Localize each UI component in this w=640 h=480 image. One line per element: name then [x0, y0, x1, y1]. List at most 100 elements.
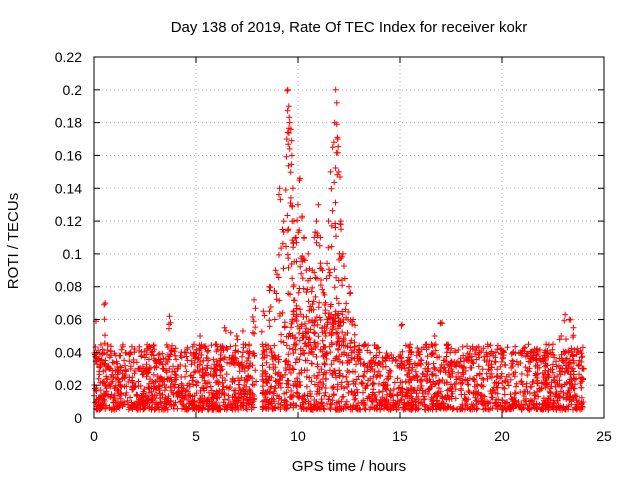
data-point [166, 313, 173, 320]
data-point [316, 369, 323, 376]
data-point [271, 342, 278, 349]
data-point [167, 319, 174, 326]
data-point [334, 149, 341, 156]
data-point [329, 397, 336, 404]
data-point [150, 371, 157, 378]
data-point [494, 366, 501, 373]
data-point [102, 405, 109, 412]
data-point [314, 275, 320, 282]
data-point [385, 406, 392, 413]
data-point [371, 391, 378, 398]
data-point [567, 316, 574, 323]
data-point [333, 406, 340, 413]
data-point [319, 384, 325, 391]
data-point [570, 324, 577, 331]
data-point [272, 377, 279, 384]
data-point [413, 372, 420, 379]
data-point [334, 338, 341, 345]
data-point [302, 320, 308, 327]
data-point [508, 364, 515, 371]
data-point [213, 394, 220, 401]
data-point [284, 401, 291, 408]
data-point [482, 405, 489, 412]
data-point [118, 383, 125, 390]
data-point [97, 341, 104, 348]
data-point [344, 330, 351, 336]
data-point [561, 381, 568, 388]
data-point [338, 253, 345, 260]
data-point [289, 365, 296, 372]
data-point [488, 390, 495, 397]
data-point [301, 257, 308, 264]
data-point [297, 311, 304, 318]
data-point [489, 405, 496, 412]
x-tick-label: 5 [192, 428, 200, 444]
data-point [560, 358, 567, 365]
data-point [542, 384, 549, 391]
data-point [538, 379, 545, 386]
data-point [545, 395, 552, 402]
data-point [197, 333, 204, 339]
data-point [507, 376, 514, 383]
data-point [268, 348, 275, 355]
data-point [159, 350, 166, 357]
data-point [97, 350, 103, 357]
data-point [333, 374, 339, 381]
data-point [229, 394, 236, 401]
data-point [300, 285, 307, 292]
data-point [561, 317, 568, 324]
data-point [169, 368, 176, 375]
data-point [219, 344, 226, 351]
data-point [286, 130, 292, 136]
data-point [287, 291, 293, 298]
data-point [153, 363, 159, 370]
data-point [501, 349, 507, 356]
data-point [272, 370, 279, 377]
data-point [364, 368, 371, 375]
data-point [144, 368, 151, 374]
data-point [265, 342, 272, 349]
data-point [429, 406, 436, 413]
data-point [101, 316, 108, 323]
data-point [394, 362, 401, 369]
data-point [272, 267, 279, 274]
data-point [397, 397, 404, 404]
data-point [423, 372, 430, 379]
data-point [500, 384, 507, 391]
data-point [409, 397, 416, 404]
data-point [346, 369, 353, 376]
data-point [339, 282, 346, 289]
data-point [328, 185, 335, 192]
data-point [318, 277, 324, 283]
data-point [309, 284, 316, 291]
data-point [284, 87, 291, 94]
data-point [317, 260, 324, 267]
data-point [187, 350, 194, 357]
data-point [291, 297, 298, 304]
data-point [349, 318, 356, 325]
data-point [277, 196, 284, 203]
data-point [165, 393, 172, 400]
data-point [199, 405, 206, 412]
data-point [431, 333, 438, 339]
data-point [430, 371, 436, 377]
data-point [524, 352, 531, 359]
data-point [196, 397, 203, 404]
data-point [296, 227, 303, 234]
data-point [289, 275, 296, 282]
data-point [281, 397, 288, 404]
data-point [243, 405, 249, 411]
data-point [567, 357, 573, 363]
data-point [275, 359, 282, 365]
data-point [298, 255, 305, 262]
data-point [176, 392, 183, 399]
data-point [403, 393, 410, 400]
data-point [204, 362, 211, 369]
data-point [512, 343, 519, 350]
data-point [346, 283, 352, 290]
data-point [407, 377, 414, 384]
data-point [303, 325, 310, 332]
data-point [311, 234, 318, 241]
x-tick-label: 25 [596, 428, 612, 444]
data-point [221, 391, 228, 398]
